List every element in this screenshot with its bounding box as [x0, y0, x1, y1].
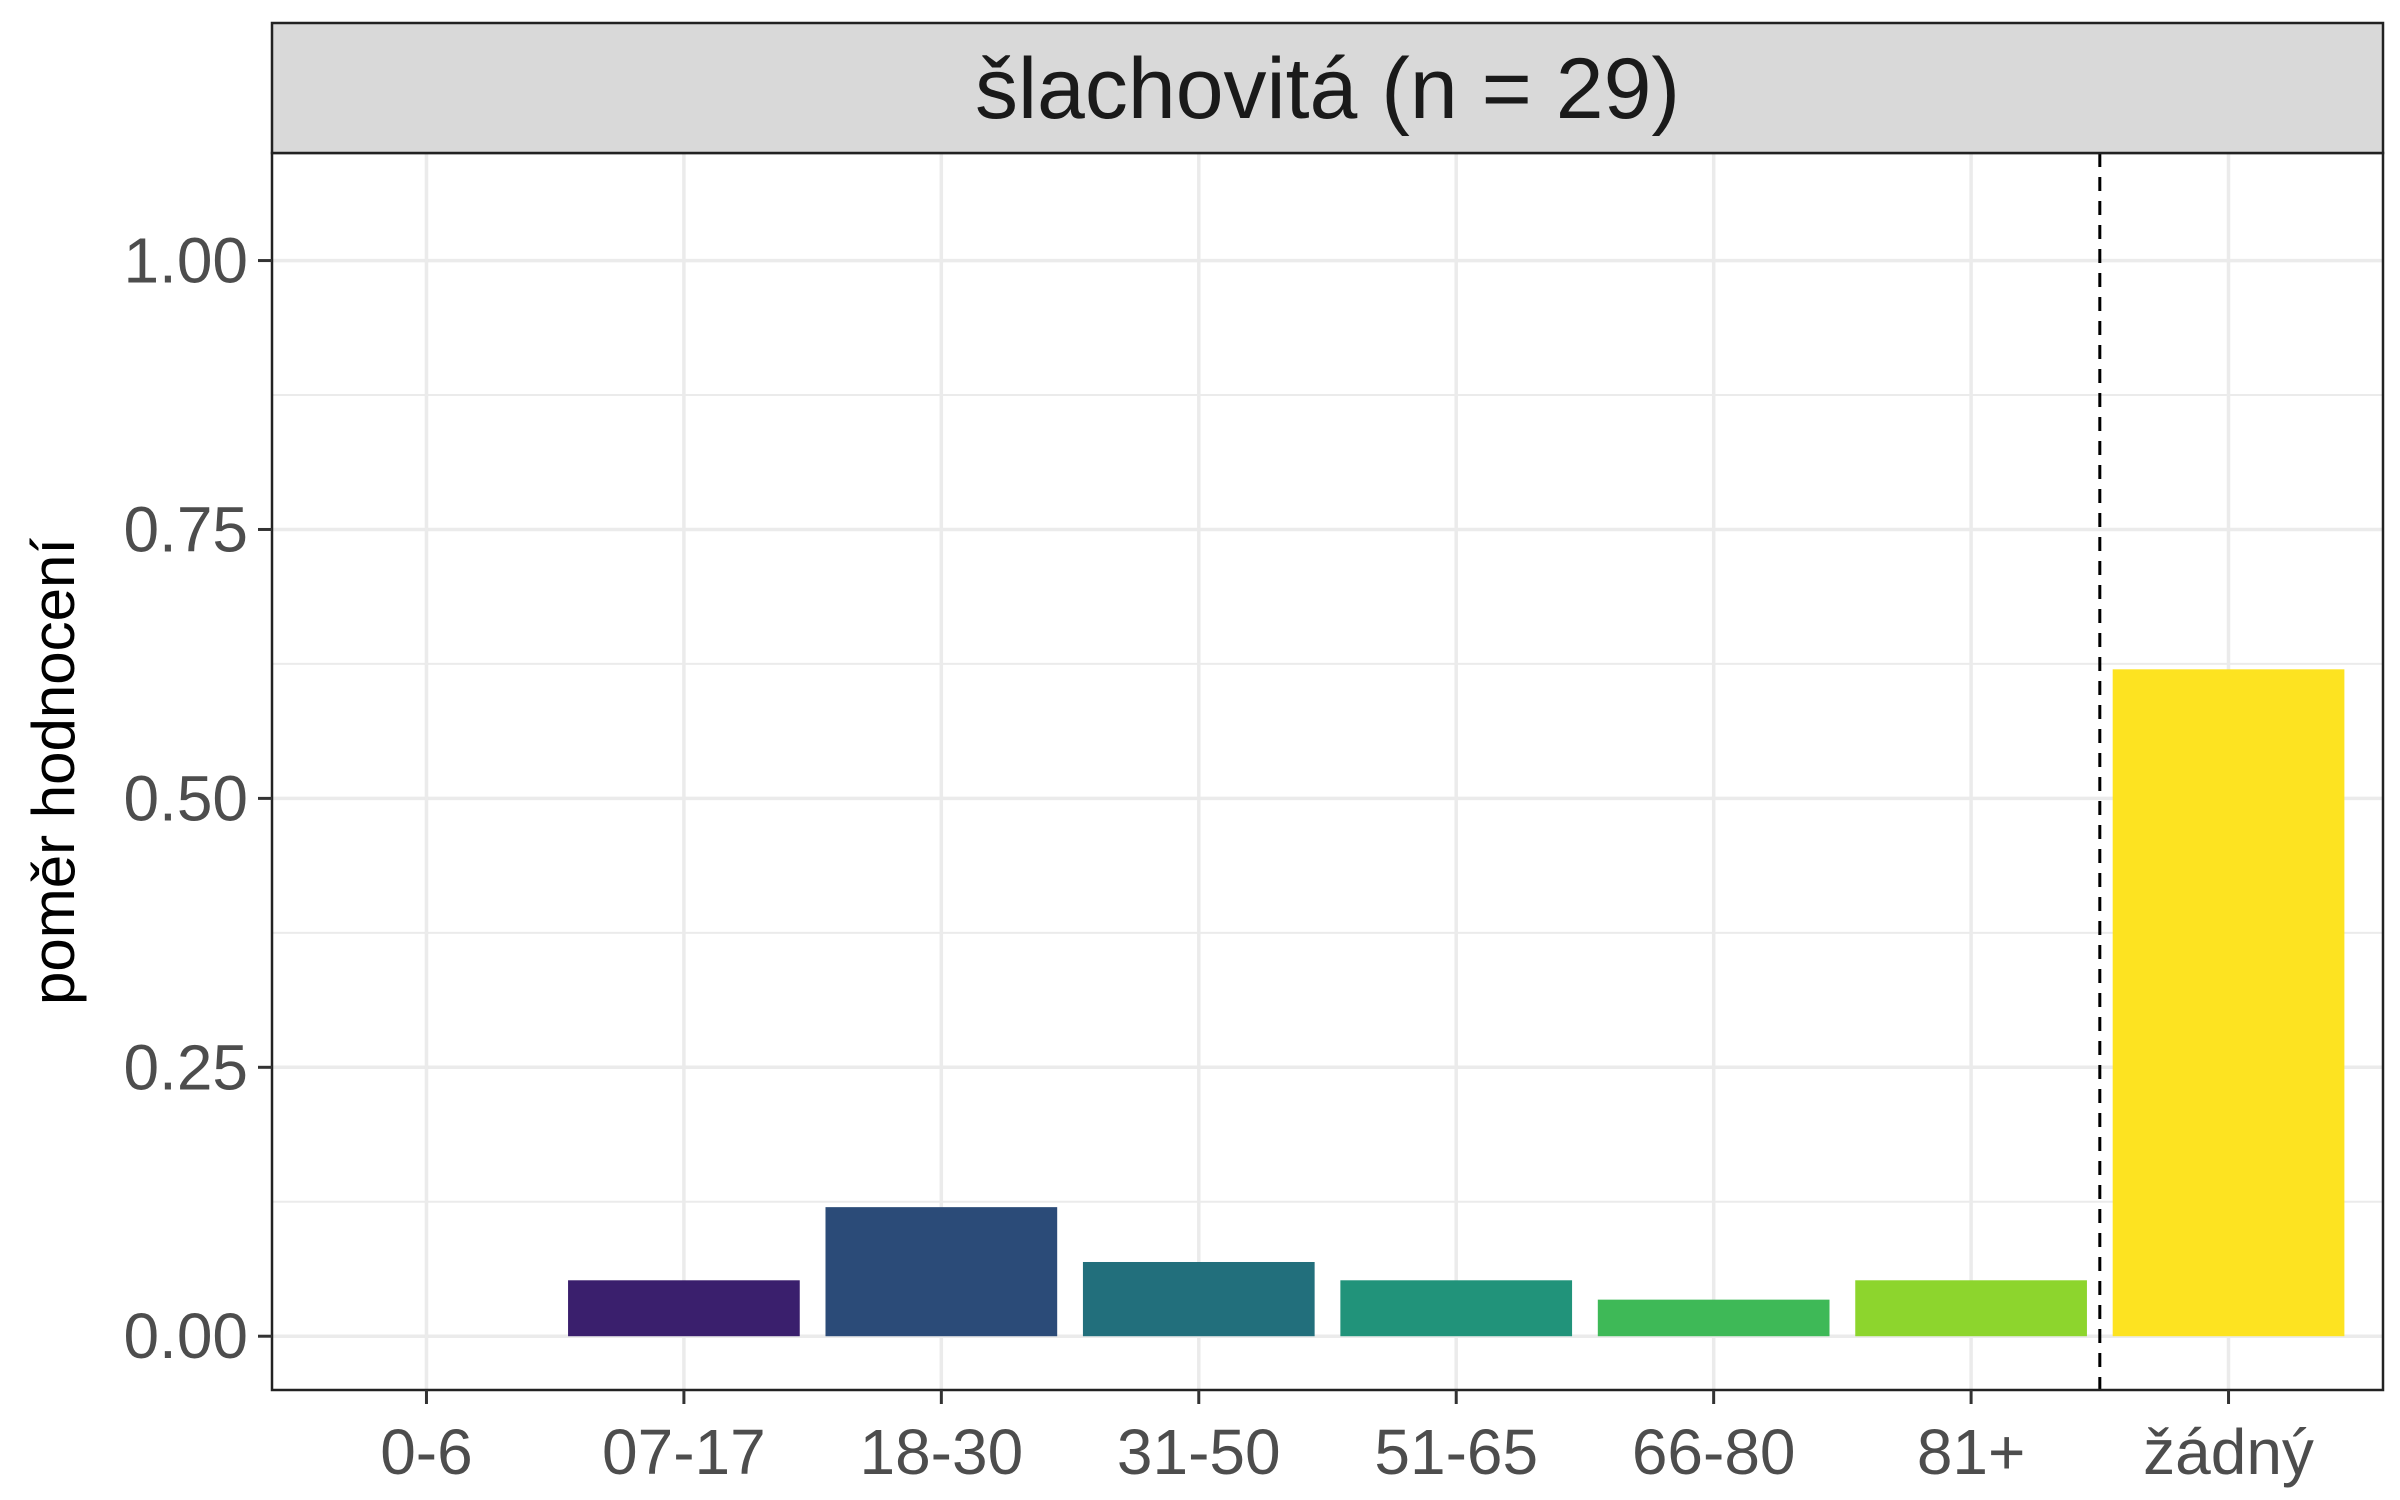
x-tick-label: žádný	[2143, 1416, 2314, 1488]
y-tick-label: 0.75	[123, 493, 248, 565]
bar-31-50	[1082, 1261, 1315, 1337]
x-tick-label: 81+	[1917, 1416, 2026, 1488]
y-tick-label: 0.25	[123, 1031, 248, 1103]
x-tick-label: 66-80	[1632, 1416, 1796, 1488]
bar-žádný	[2112, 669, 2345, 1337]
x-tick-label: 07-17	[602, 1416, 766, 1488]
x-tick-label: 0-6	[380, 1416, 473, 1488]
chart-title: šlachovitá (n = 29)	[975, 41, 1680, 137]
facet-strip	[270, 21, 2385, 155]
x-tick-label: 51-65	[1374, 1416, 1538, 1488]
x-axis-ticks: 0-6 07-17 18-30 31-50 51-65 66-80 81+ žádný	[380, 1390, 2314, 1488]
bar-51-65	[1340, 1280, 1573, 1337]
bars	[568, 669, 2345, 1337]
x-tick-label: 31-50	[1117, 1416, 1281, 1488]
bar-66-80	[1597, 1299, 1830, 1337]
bar-07-17	[568, 1280, 800, 1337]
y-tick-label: 0.50	[123, 762, 248, 834]
grid-lines	[272, 153, 2383, 1390]
y-axis-ticks: 0.00 0.25 0.50 0.75 1.00	[123, 225, 272, 1372]
y-tick-label: 1.00	[123, 225, 248, 297]
x-tick-label: 18-30	[859, 1416, 1023, 1488]
bar-18-30	[825, 1207, 1058, 1337]
y-axis-label: poměr hodnocení	[20, 538, 87, 1005]
y-tick-label: 0.00	[123, 1300, 248, 1372]
bar-81+	[1855, 1280, 2087, 1337]
